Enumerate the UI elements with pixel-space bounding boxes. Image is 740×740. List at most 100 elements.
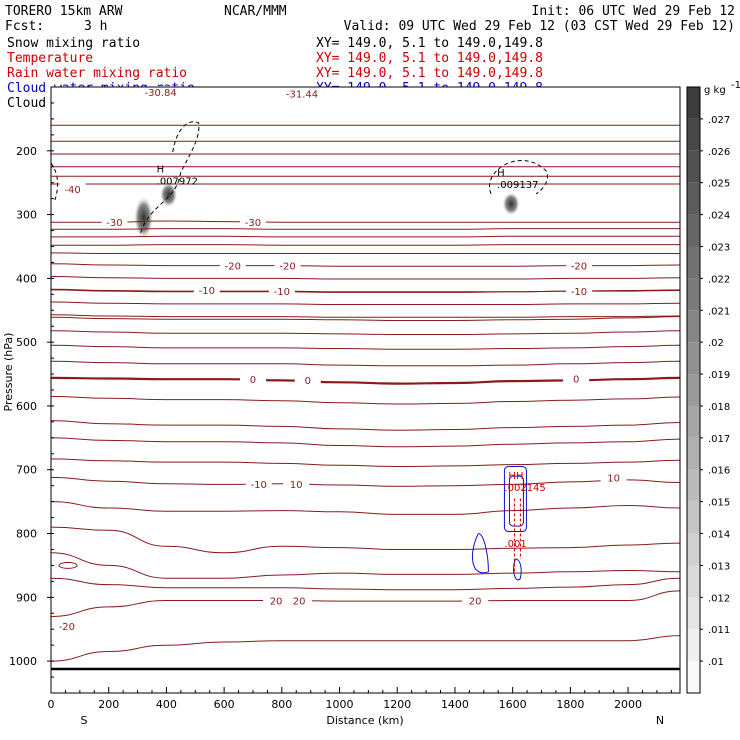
colorbar-label: .011	[708, 625, 730, 636]
colorbar-label: .012	[708, 593, 730, 604]
contour-label-bg	[566, 259, 593, 271]
contour-label-bg	[101, 216, 128, 228]
y-tick-label: 600	[16, 400, 37, 413]
contour-label-bg	[268, 285, 295, 297]
x-tick-label: 800	[271, 698, 292, 711]
colorbar-label: .022	[708, 274, 730, 285]
model-title: TORERO 15km ARW	[5, 4, 123, 19]
contour-label: 0	[573, 375, 579, 386]
isotherm-22	[50, 635, 681, 662]
contour-label: -30	[106, 218, 122, 229]
ice-max-value: .009137	[497, 180, 538, 191]
legend-item-xy: XY= 149.0, 5.1 to 149.0,149.8	[316, 36, 543, 51]
isotherm-2	[50, 395, 681, 405]
contour-label-bg	[563, 372, 590, 384]
x-end-north: N	[656, 714, 664, 727]
isotherm--24	[51, 244, 680, 246]
isotherm-6	[50, 437, 681, 448]
x-tick-label: 1200	[383, 698, 411, 711]
contour-label-bg	[239, 373, 266, 385]
contour-label-bg	[289, 87, 316, 99]
isotherm--8	[50, 316, 681, 321]
colorbar: .027 .026 .025 .024 .023 .022 .021 .02 .019 .018.…	[686, 80, 740, 694]
isotherm--28	[51, 228, 680, 230]
isotherm--6	[50, 330, 681, 335]
legend-item-xy: XY= 149.0, 5.1 to 149.0,149.8	[316, 51, 543, 66]
y-tick-label: 800	[16, 528, 37, 541]
cloud-ice-blob	[133, 195, 154, 240]
colorbar-cell	[687, 405, 700, 438]
colorbar-cell	[687, 118, 700, 151]
init-time: Init: 06 UTC Wed 29 Feb 12	[532, 4, 736, 19]
contour-label: -30	[245, 218, 261, 229]
isotherm-10	[50, 476, 681, 487]
colorbar-label: .024	[708, 211, 730, 222]
y-tick-label: 500	[16, 336, 37, 349]
x-tick-label: 2000	[614, 698, 642, 711]
contour-label: -10	[251, 480, 267, 491]
contour-label-bg	[566, 285, 593, 297]
plot-background	[51, 87, 680, 693]
y-axis-label: Pressure (hPa)	[2, 333, 15, 412]
contour-label: -10	[199, 286, 215, 297]
contour-label-bg	[286, 594, 313, 606]
colorbar-label: .02	[708, 338, 724, 349]
colorbar-label: .023	[708, 242, 730, 253]
contour-label-bg	[219, 259, 246, 271]
colorbar-cell	[687, 437, 700, 470]
colorbar-label: .027	[708, 115, 730, 126]
x-tick-label: 200	[98, 698, 119, 711]
contour-label: -10	[571, 287, 587, 298]
contour-label: -10	[274, 287, 290, 298]
contour-label: 20	[293, 597, 306, 608]
ice-max-value: .007972	[157, 177, 198, 188]
x-end-south: S	[81, 714, 88, 727]
center-label: NCAR/MMM	[224, 4, 287, 19]
valid-time: Valid: 09 UTC Wed 29 Feb 12 (03 CST Wed …	[344, 19, 735, 34]
x-tick-label: 0	[48, 698, 55, 711]
contour-label: -20	[571, 262, 587, 273]
y-tick-label: 300	[16, 209, 37, 222]
colorbar-unit-exp: -1	[731, 80, 740, 91]
contour-label-bg	[462, 594, 489, 606]
contour-label-bg	[193, 283, 220, 295]
colorbar-cell	[687, 374, 700, 406]
colorbar-cell	[687, 565, 700, 598]
colorbar-label: .026	[708, 147, 730, 158]
colorbar-cell	[687, 661, 700, 693]
colorbar-unit: g kg	[704, 85, 726, 96]
rain-value: .001	[504, 539, 526, 550]
contour-label: 10	[607, 473, 620, 484]
isotherm-14	[50, 526, 681, 554]
isotherm--22	[50, 252, 681, 255]
x-tick-label: 400	[156, 698, 177, 711]
x-axis-label: Distance (km)	[326, 714, 403, 727]
colorbar-cell	[687, 310, 700, 343]
isotherm--4	[50, 344, 681, 350]
contour-label: -31.44	[286, 89, 318, 100]
contour-label-bg	[294, 373, 321, 385]
rain-max-marker: HH	[508, 471, 523, 482]
isotherm-8	[50, 458, 681, 468]
contour-labels: -31.44 -30.84 -40 -30 -30 -20 -20 -20 -10 -10 -10 0…	[53, 86, 627, 633]
isotherm-20	[50, 590, 681, 617]
cloud-water-contour	[513, 558, 522, 581]
contour-label: -20	[225, 262, 241, 273]
cloud-water-contour	[508, 475, 524, 527]
contour-label: 0	[305, 376, 311, 387]
contour-label-bg	[274, 259, 301, 271]
contour-label-bg	[53, 620, 80, 632]
contour-label: 20	[270, 597, 283, 608]
colorbar-label: .021	[708, 306, 730, 317]
contour-label-bg	[263, 594, 290, 606]
colorbar-label: .017	[708, 434, 730, 445]
contour-label-bg	[239, 216, 266, 228]
colorbar-cell	[687, 342, 700, 375]
colorbar-cell	[687, 629, 700, 662]
contour-label: 20	[469, 597, 482, 608]
contour-label: -20	[59, 622, 75, 633]
colorbar-label: .015	[708, 498, 730, 509]
rain-value: .002145	[504, 483, 545, 494]
contour-label: -20	[279, 262, 295, 273]
